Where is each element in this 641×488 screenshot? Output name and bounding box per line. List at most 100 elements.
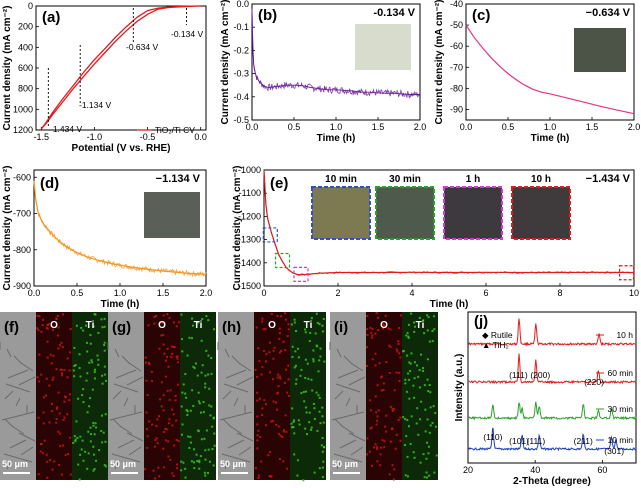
titanium-speckle (74, 438, 77, 441)
titanium-speckle (87, 430, 90, 433)
sem-texture (119, 425, 133, 435)
oxygen-speckle (43, 439, 46, 442)
titanium-speckle (403, 444, 406, 447)
titanium-speckle (429, 406, 432, 409)
surface-photo (375, 186, 435, 240)
oxygen-speckle (173, 444, 176, 447)
time-marker-box (293, 266, 309, 282)
titanium-speckle (193, 448, 196, 451)
sem-cross-section (330, 312, 366, 480)
x-tick-label: 60 (597, 465, 607, 475)
oxygen-speckle (50, 362, 53, 365)
sem-texture (121, 355, 131, 365)
potential-title: -0.134 V (373, 7, 415, 19)
series-label: 60 min (607, 368, 633, 378)
titanium-speckle (293, 318, 296, 321)
titanium-speckle (196, 374, 199, 377)
oxygen-speckle (387, 327, 390, 330)
x-tick-label: 1.5 (372, 122, 385, 132)
titanium-speckle (317, 394, 320, 397)
oxygen-speckle (144, 468, 147, 471)
titanium-speckle (423, 476, 426, 479)
titanium-speckle (181, 423, 184, 426)
titanium-speckle (318, 396, 321, 399)
titanium-speckle (308, 339, 311, 342)
oxygen-speckle (276, 391, 279, 394)
y-axis-label: Current density (mA cm⁻²) (2, 166, 13, 291)
y-tick-label: -1200 (238, 211, 261, 221)
titanium-speckle (296, 347, 299, 350)
sem-texture (224, 460, 230, 470)
oxygen-speckle (287, 328, 290, 331)
sem-texture (117, 439, 135, 449)
titanium-speckle (197, 391, 200, 394)
oxygen-speckle (373, 446, 376, 449)
oxygen-speckle (284, 318, 287, 321)
oxygen-speckle (68, 351, 71, 354)
x-tick-label: 2.0 (200, 288, 213, 298)
titanium-speckle (75, 324, 78, 327)
oxygen-speckle (397, 419, 400, 422)
titanium-speckle (422, 319, 425, 322)
oxygen-speckle (276, 315, 279, 318)
oxygen-speckle (391, 409, 394, 412)
plot-frame (35, 5, 207, 131)
titanium-speckle (404, 417, 407, 420)
titanium-speckle (433, 328, 436, 331)
x-axis-label: 2-Theta (degree) (513, 476, 591, 487)
titanium-speckle (101, 326, 104, 329)
x-axis-label: Potential (V vs. RHE) (72, 143, 171, 154)
oxygen-speckle (376, 419, 379, 422)
titanium-speckle (315, 391, 318, 394)
titanium-speckle (210, 405, 213, 408)
oxygen-speckle (392, 478, 395, 481)
titanium-speckle (315, 312, 318, 315)
eds-o-label: O (268, 320, 276, 331)
oxygen-speckle (69, 473, 72, 476)
oxygen-speckle (166, 313, 169, 316)
titanium-speckle (185, 408, 188, 411)
eds-oxygen-map (366, 312, 402, 480)
sem-cross-section (218, 312, 254, 480)
titanium-speckle (409, 362, 412, 365)
y-tick-label: -0.5 (233, 115, 249, 125)
titanium-speckle (104, 465, 107, 468)
titanium-speckle (90, 359, 93, 362)
oxygen-speckle (394, 447, 397, 450)
oxygen-speckle (385, 430, 388, 433)
oxygen-speckle (159, 398, 162, 401)
oxygen-speckle (287, 323, 290, 326)
legend-tih2: ▲ TiH₂ (482, 340, 509, 350)
oxygen-speckle (63, 400, 66, 403)
oxygen-speckle (176, 463, 179, 466)
x-axis-label: Time (h) (430, 299, 469, 310)
titanium-speckle (428, 431, 431, 434)
sem-texture (343, 355, 353, 365)
titanium-speckle (88, 405, 91, 408)
titanium-speckle (199, 455, 202, 458)
titanium-speckle (208, 387, 211, 390)
titanium-speckle (103, 344, 106, 347)
oxygen-speckle (46, 356, 49, 359)
oxygen-speckle (169, 389, 172, 392)
time-marker-box (274, 252, 291, 269)
oxygen-speckle (58, 463, 61, 466)
sem-texture (221, 453, 251, 463)
titanium-speckle (299, 374, 302, 377)
titanium-speckle (291, 355, 294, 358)
oxygen-speckle (366, 453, 369, 456)
titanium-speckle (198, 402, 201, 405)
oxygen-speckle (164, 375, 167, 378)
oxygen-speckle (256, 434, 259, 437)
titanium-speckle (422, 367, 425, 370)
oxygen-speckle (256, 415, 259, 418)
titanium-speckle (89, 342, 92, 345)
titanium-speckle (187, 435, 190, 438)
oxygen-speckle (264, 327, 267, 330)
titanium-speckle (74, 364, 77, 367)
oxygen-speckle (40, 330, 43, 333)
titanium-speckle (300, 392, 303, 395)
oxygen-speckle (395, 348, 398, 351)
titanium-speckle (98, 449, 101, 452)
oxygen-speckle (48, 384, 51, 387)
